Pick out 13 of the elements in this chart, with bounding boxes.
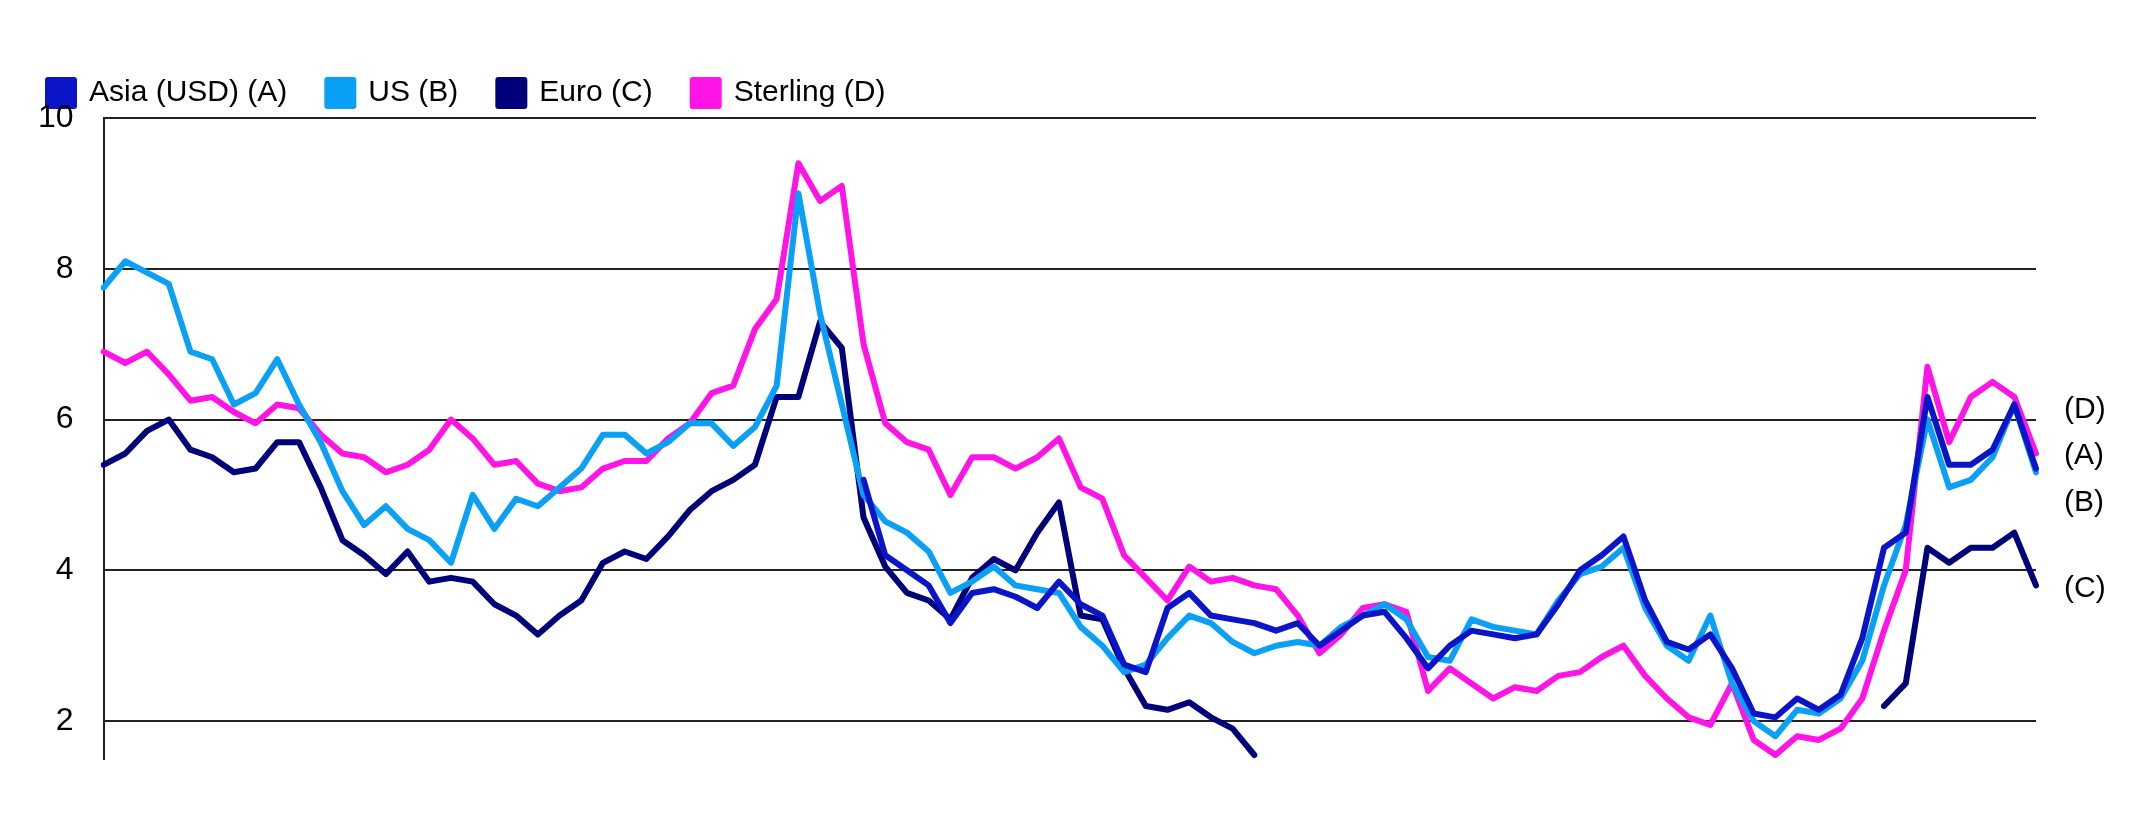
legend-label: US (B) bbox=[368, 74, 459, 108]
y-tick-label: 6 bbox=[55, 399, 74, 436]
text: (B) bbox=[2064, 483, 2104, 517]
legend-label: Asia (USD) (A) bbox=[89, 74, 288, 108]
text: (A) bbox=[2064, 436, 2104, 470]
y-tick-label: 4 bbox=[55, 550, 74, 587]
legend-label: Euro (C) bbox=[539, 74, 653, 108]
text: (C) bbox=[2064, 570, 2106, 604]
text: (D) bbox=[2064, 390, 2106, 424]
y-tick-label: 2 bbox=[55, 700, 74, 737]
legend-label: Sterling (D) bbox=[733, 74, 886, 108]
y-tick-label: 10 bbox=[38, 97, 74, 134]
y-tick-label: 8 bbox=[55, 248, 74, 285]
